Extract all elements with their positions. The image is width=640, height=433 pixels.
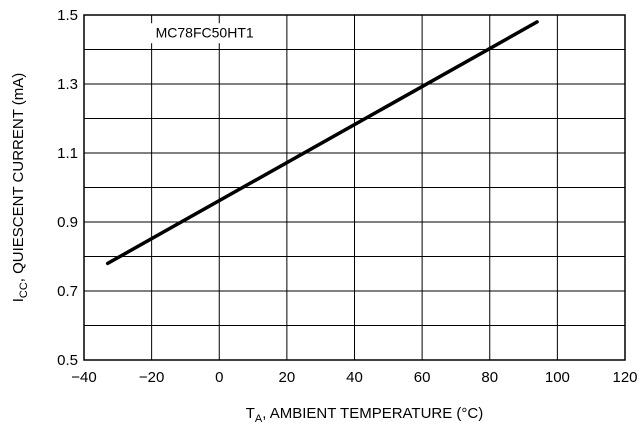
series-label-0: MC78FC50HT1 (156, 24, 254, 40)
x-tick-label-3: 20 (279, 369, 296, 386)
x-tick-label-5: 60 (414, 369, 431, 386)
y-tick-label-3: 1.1 (57, 145, 78, 162)
x-tick-label-6: 80 (481, 369, 498, 386)
y-tick-label-4: 1.3 (57, 76, 78, 93)
y-tick-label-5: 1.5 (57, 7, 78, 24)
x-tick-label-7: 100 (545, 369, 570, 386)
x-tick-label-4: 40 (346, 369, 363, 386)
x-axis-label-rest: , AMBIENT TEMPERATURE (°C) (262, 405, 483, 422)
x-axis-label-subscript: A (255, 413, 263, 425)
y-axis-label-rest: , QUIESCENT CURRENT (mA) (10, 73, 27, 282)
y-axis-label-subscript: CC (18, 282, 30, 298)
y-tick-label-2: 0.9 (57, 214, 78, 231)
series-layer: MC78FC50HT1 (105, 20, 539, 266)
x-tick-label-2: 0 (215, 369, 223, 386)
x-axis-label: TA, AMBIENT TEMPERATURE (°C) (246, 405, 484, 425)
x-tick-label-1: −20 (139, 369, 164, 386)
x-axis-label-base: T (246, 405, 255, 422)
y-tick-labels: 0.5 0.7 0.9 1.1 1.3 1.5 (57, 7, 78, 369)
y-tick-label-1: 0.7 (57, 283, 78, 300)
series-label-background (149, 23, 276, 44)
plot-frame (83, 14, 626, 361)
x-tick-label-0: −40 (71, 369, 96, 386)
y-axis-label: ICC, QUIESCENT CURRENT (mA) (10, 73, 30, 303)
y-tick-label-0: 0.5 (57, 352, 78, 369)
grid (83, 14, 626, 361)
series-line-0 (105, 20, 539, 266)
x-tick-labels: −40 −20 0 20 40 60 80 100 120 (71, 369, 637, 386)
y-axis-label-base: I (10, 298, 27, 302)
x-tick-label-8: 120 (612, 369, 637, 386)
